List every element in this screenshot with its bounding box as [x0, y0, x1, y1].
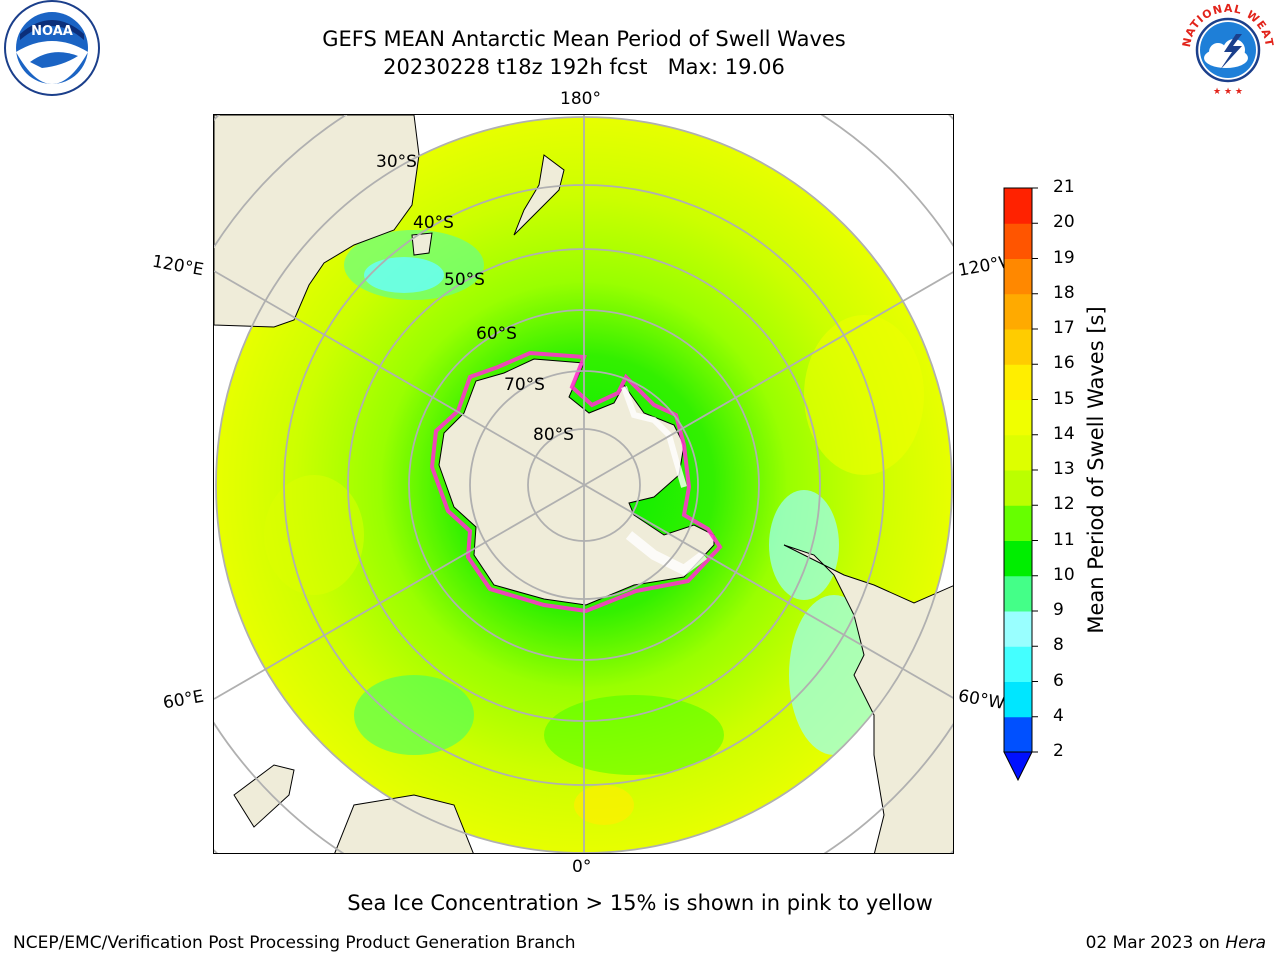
- lat-label-80s: 80°S: [533, 425, 574, 445]
- longitude-grid: [214, 115, 953, 853]
- colorbar-segment: [1004, 223, 1032, 259]
- polar-map: [214, 115, 953, 853]
- colorbar-segment: [1004, 258, 1032, 295]
- colorbar-segment: [1004, 575, 1032, 612]
- colorbar-tick-label: 2: [1053, 741, 1064, 761]
- colorbar-tick-label: 15: [1053, 388, 1075, 409]
- africa-landmass: [334, 794, 474, 853]
- colorbar-label: Mean Period of Swell Waves [s]: [1084, 306, 1108, 634]
- footer-date-text: 02 Mar 2023 on: [1085, 933, 1220, 953]
- australia-landmass: [214, 115, 420, 328]
- lon-label-0: 0°: [572, 857, 592, 877]
- colorbar-tick-label: 20: [1053, 212, 1075, 233]
- colorbar-tick-label: 9: [1053, 600, 1064, 620]
- colorbar: [1003, 187, 1038, 782]
- colorbar-segment: [1004, 681, 1032, 718]
- lon-label-180: 180°: [560, 89, 601, 109]
- colorbar-under-arrow: [1003, 751, 1033, 782]
- colorbar-tick-label: 16: [1053, 353, 1075, 374]
- colorbar-segment: [1004, 505, 1032, 541]
- sea-ice-edge: [429, 350, 723, 614]
- lat-label-70s: 70°S: [504, 375, 545, 395]
- colorbar-tick-label: 18: [1053, 282, 1075, 303]
- colorbar-tick-label: 12: [1053, 494, 1075, 515]
- colorbar-tick-label: 10: [1053, 564, 1075, 585]
- noaa-logo: NOAA: [4, 0, 100, 96]
- colorbar-tick-label: 11: [1053, 529, 1075, 550]
- colorbar-segment: [1004, 364, 1032, 400]
- lat-label-30s: 30°S: [376, 152, 417, 172]
- svg-text:NOAA: NOAA: [31, 24, 73, 39]
- colorbar-segment: [1004, 540, 1032, 577]
- colorbar-segment: [1004, 293, 1032, 330]
- chart-title: GEFS MEAN Antarctic Mean Period of Swell…: [322, 27, 846, 51]
- colorbar-segment: [1004, 399, 1032, 436]
- colorbar-tick-label: 14: [1053, 423, 1075, 444]
- lon-label-60w: 60°W: [956, 686, 1007, 714]
- nws-logo: NATIONAL WEATHER SERVICE ★ ★ ★: [1176, 0, 1275, 97]
- tasmania-landmass: [411, 232, 433, 256]
- lon-label-60e: 60°E: [161, 686, 206, 714]
- colorbar-tick-label: 19: [1053, 247, 1075, 268]
- colorbar-segment: [1004, 716, 1032, 753]
- madagascar-landmass: [233, 764, 295, 828]
- footer-machine: Hera: [1225, 933, 1266, 953]
- map-panel: [213, 114, 954, 854]
- lat-label-50s: 50°S: [444, 270, 485, 290]
- svg-text:★ ★ ★: ★ ★ ★: [1213, 87, 1243, 97]
- colorbar-tick-label: 21: [1053, 177, 1075, 197]
- colorbar-tick-label: 8: [1053, 635, 1064, 656]
- lat-label-40s: 40°S: [413, 213, 454, 233]
- colorbar-segment: [1004, 329, 1032, 365]
- colorbar-tick-label: 17: [1053, 318, 1075, 338]
- colorbar-segment: [1004, 611, 1032, 647]
- colorbar-segment: [1004, 434, 1032, 471]
- colorbar-tick-label: 4: [1053, 705, 1064, 726]
- footer-date: 02 Mar 2023 on Hera: [1086, 933, 1266, 953]
- footer-credit: NCEP/EMC/Verification Post Processing Pr…: [13, 933, 576, 953]
- chart-subtitle: 20230228 t18z 192h fcst Max: 19.06: [383, 55, 785, 79]
- sea-ice-note: Sea Ice Concentration > 15% is shown in …: [347, 891, 933, 915]
- lon-label-120e: 120°E: [150, 251, 206, 281]
- colorbar-tick-label: 13: [1053, 459, 1075, 479]
- lat-label-60s: 60°S: [476, 324, 517, 344]
- colorbar-segment: [1004, 470, 1032, 506]
- south-america-landmass: [783, 544, 953, 853]
- colorbar-segment: [1004, 646, 1032, 682]
- colorbar-segment: [1004, 188, 1032, 224]
- colorbar-tick-label: 6: [1053, 670, 1064, 691]
